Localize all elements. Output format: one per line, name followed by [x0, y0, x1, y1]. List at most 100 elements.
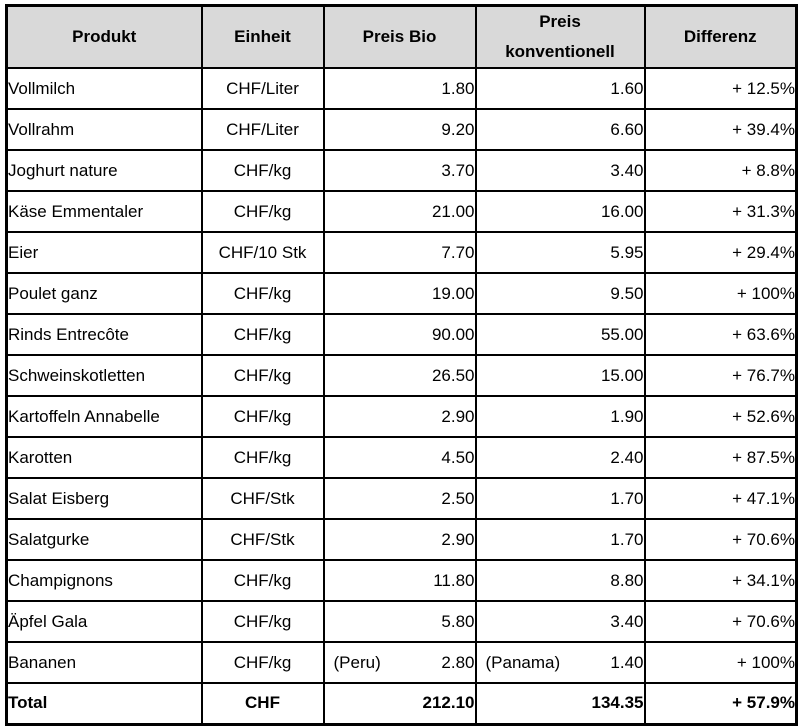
- cell-price-conventional: 1.70: [474, 477, 646, 520]
- cell-product: Salatgurke: [5, 518, 203, 561]
- cell-price-conventional: 3.40: [474, 600, 646, 643]
- cell-difference: + 52.6%: [643, 395, 798, 438]
- cell-product: Vollmilch: [5, 67, 203, 110]
- cell-price-bio-wrap: (Peru) 2.80: [326, 652, 475, 673]
- cell-product: Total: [5, 682, 203, 725]
- cell-price-conventional: 2.40: [474, 436, 646, 479]
- table-row: Poulet ganz CHF/kg 19.00 9.50 + 100%: [5, 272, 798, 315]
- cell-price-bio: 11.80: [322, 559, 477, 602]
- cell-product: Bananen: [5, 641, 203, 684]
- cell-difference: + 100%: [643, 641, 798, 684]
- cell-unit: CHF/10 Stk: [200, 231, 325, 274]
- cell-product: Poulet ganz: [5, 272, 203, 315]
- table-header: Produkt Einheit Preis Bio Preis konventi…: [5, 4, 798, 69]
- cell-unit: CHF/kg: [200, 190, 325, 233]
- cell-price-bio: 90.00: [322, 313, 477, 356]
- cell-price-bio: 1.80: [322, 67, 477, 110]
- cell-unit: CHF/kg: [200, 272, 325, 315]
- table-row: Käse Emmentaler CHF/kg 21.00 16.00 + 31.3%: [5, 190, 798, 233]
- table-row: Karotten CHF/kg 4.50 2.40 + 87.5%: [5, 436, 798, 479]
- cell-price-bio: 2.90: [322, 518, 477, 561]
- cell-price-conventional: 9.50: [474, 272, 646, 315]
- cell-difference: + 63.6%: [643, 313, 798, 356]
- column-header-label: Preis Bio: [362, 27, 437, 46]
- cell-price-conventional: 134.35: [474, 682, 646, 725]
- cell-price-bio: 19.00: [322, 272, 477, 315]
- cell-product: Schweinskotletten: [5, 354, 203, 397]
- cell-price-bio: 21.00: [322, 190, 477, 233]
- column-header-preis-konventionell: Preis konventionell: [474, 4, 646, 69]
- cell-product: Joghurt nature: [5, 149, 203, 192]
- cell-unit: CHF: [200, 682, 325, 725]
- table-row: Rinds Entrecôte CHF/kg 90.00 55.00 + 63.6%: [5, 313, 798, 356]
- cell-product: Eier: [5, 231, 203, 274]
- price-comparison-table: Produkt Einheit Preis Bio Preis konventi…: [5, 4, 798, 726]
- cell-price-bio: 9.20: [322, 108, 477, 151]
- cell-price-bio: 2.50: [322, 477, 477, 520]
- cell-price-bio-value: 2.80: [441, 652, 475, 672]
- cell-price-conventional: 5.95: [474, 231, 646, 274]
- cell-unit: CHF/kg: [200, 313, 325, 356]
- cell-price-conventional: 8.80: [474, 559, 646, 602]
- cell-difference: + 39.4%: [643, 108, 798, 151]
- cell-unit: CHF/Liter: [200, 67, 325, 110]
- cell-product: Äpfel Gala: [5, 600, 203, 643]
- cell-price-bio: 2.90: [322, 395, 477, 438]
- cell-product: Vollrahm: [5, 108, 203, 151]
- cell-difference: + 12.5%: [643, 67, 798, 110]
- cell-price-conventional: 1.90: [474, 395, 646, 438]
- cell-product: Kartoffeln Annabelle: [5, 395, 203, 438]
- cell-unit: CHF/kg: [200, 641, 325, 684]
- cell-price-conventional: 16.00: [474, 190, 646, 233]
- cell-difference: + 70.6%: [643, 518, 798, 561]
- cell-difference: + 70.6%: [643, 600, 798, 643]
- column-header-produkt: Produkt: [5, 4, 203, 69]
- cell-price-conventional: 3.40: [474, 149, 646, 192]
- column-header-label-line1: Preis: [539, 12, 581, 31]
- cell-unit: CHF/kg: [200, 354, 325, 397]
- table-row: Kartoffeln Annabelle CHF/kg 2.90 1.90 + 52.6…: [5, 395, 798, 438]
- cell-price-bio: 212.10: [322, 682, 477, 725]
- cell-unit: CHF/kg: [200, 559, 325, 602]
- cell-difference: + 76.7%: [643, 354, 798, 397]
- cell-price-bio: 26.50: [322, 354, 477, 397]
- cell-price-conventional: 15.00: [474, 354, 646, 397]
- column-header-label: Einheit: [234, 27, 291, 46]
- cell-unit: CHF/kg: [200, 149, 325, 192]
- column-header-einheit: Einheit: [200, 4, 325, 69]
- column-header-label: Differenz: [683, 27, 757, 46]
- cell-difference: + 100%: [643, 272, 798, 315]
- cell-price-bio: (Peru) 2.80: [322, 641, 477, 684]
- cell-product: Champignons: [5, 559, 203, 602]
- column-header-label: Produkt: [72, 27, 137, 46]
- cell-unit: CHF/kg: [200, 436, 325, 479]
- cell-price-conventional: 1.60: [474, 67, 646, 110]
- cell-price-bio: 5.80: [322, 600, 477, 643]
- cell-product: Käse Emmentaler: [5, 190, 203, 233]
- cell-price-conventional: 1.70: [474, 518, 646, 561]
- cell-price-bio: 7.70: [322, 231, 477, 274]
- column-header-differenz: Differenz: [643, 4, 798, 69]
- table-row: Salat Eisberg CHF/Stk 2.50 1.70 + 47.1%: [5, 477, 798, 520]
- table-row: Äpfel Gala CHF/kg 5.80 3.40 + 70.6%: [5, 600, 798, 643]
- cell-unit: CHF/kg: [200, 600, 325, 643]
- table-body: Vollmilch CHF/Liter 1.80 1.60 + 12.5% Vollrah…: [5, 67, 798, 725]
- cell-product: Karotten: [5, 436, 203, 479]
- cell-price-conventional-wrap: (Panama) 1.40: [478, 652, 644, 673]
- cell-difference: + 57.9%: [643, 682, 798, 725]
- cell-difference: + 87.5%: [643, 436, 798, 479]
- cell-difference: + 29.4%: [643, 231, 798, 274]
- cell-unit: CHF/Stk: [200, 477, 325, 520]
- table-row: Vollmilch CHF/Liter 1.80 1.60 + 12.5%: [5, 67, 798, 110]
- table-row: Champignons CHF/kg 11.80 8.80 + 34.1%: [5, 559, 798, 602]
- cell-difference: + 34.1%: [643, 559, 798, 602]
- cell-difference: + 8.8%: [643, 149, 798, 192]
- table-row: Joghurt nature CHF/kg 3.70 3.40 + 8.8%: [5, 149, 798, 192]
- cell-unit: CHF/Liter: [200, 108, 325, 151]
- cell-unit: CHF/kg: [200, 395, 325, 438]
- total-row: Total CHF 212.10 134.35 + 57.9%: [5, 682, 798, 725]
- cell-product: Rinds Entrecôte: [5, 313, 203, 356]
- cell-price-conventional-value: 1.40: [610, 652, 644, 672]
- cell-price-bio-origin-note: (Peru): [333, 652, 381, 672]
